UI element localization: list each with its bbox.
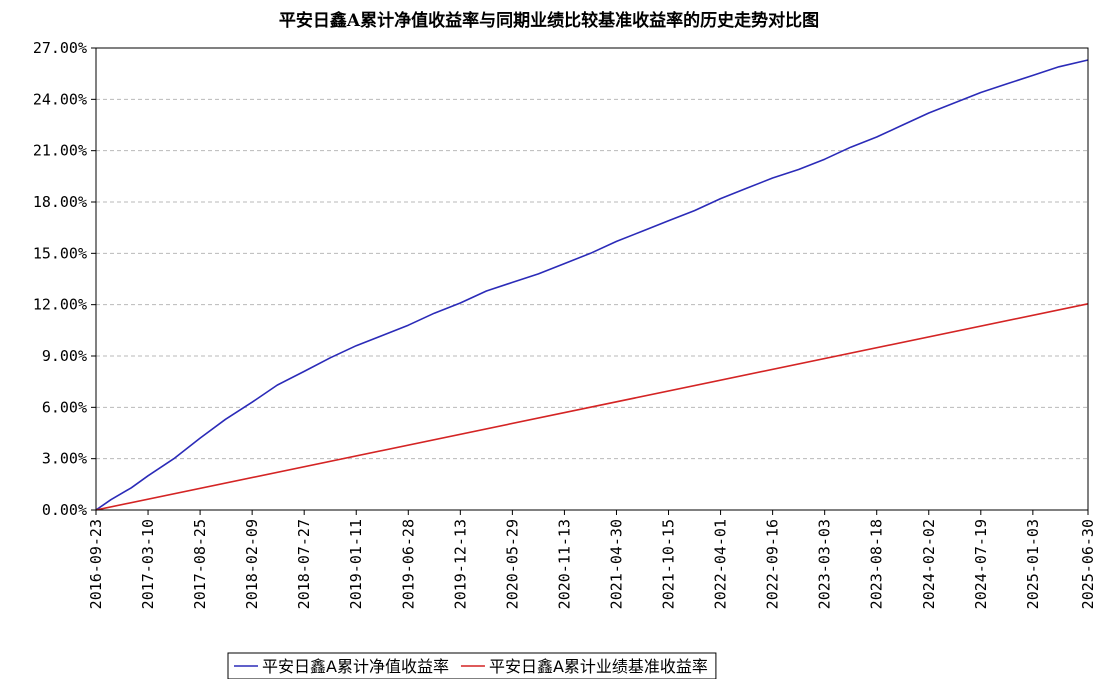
y-tick-label: 27.00% <box>33 39 87 57</box>
x-tick-label: 2016-09-23 <box>87 519 105 609</box>
y-tick-label: 21.00% <box>33 142 87 160</box>
x-tick-label: 2019-12-13 <box>451 519 469 609</box>
x-axis: 2016-09-23 2017-03-10 2017-08-25 2018-02-09… <box>87 510 1097 609</box>
series-line-nav-return <box>95 59 1089 511</box>
y-tick-label: 9.00% <box>42 347 87 365</box>
x-tick-label: 2024-02-02 <box>920 519 938 609</box>
x-tick-label: 2017-03-10 <box>139 519 157 609</box>
y-tick-label: 0.00% <box>42 501 87 519</box>
x-tick-label: 2021-04-30 <box>607 519 625 609</box>
series-lines <box>95 59 1089 511</box>
x-tick-label: 2017-08-25 <box>191 519 209 609</box>
x-tick-label: 2022-09-16 <box>764 519 782 609</box>
chart-title: 平安日鑫A累计净值收益率与同期业绩比较基准收益率的历史走势对比图 <box>279 10 819 31</box>
x-tick-label: 2021-10-15 <box>660 519 678 609</box>
y-tick-label: 24.00% <box>33 90 87 108</box>
x-tick-label: 2024-07-19 <box>972 519 990 609</box>
y-tick-label: 3.00% <box>42 450 87 468</box>
y-tick-label: 12.00% <box>33 296 87 314</box>
x-tick-label: 2025-06-30 <box>1079 519 1097 609</box>
legend: 平安日鑫A累计净值收益率 平安日鑫A累计业绩基准收益率 <box>227 652 717 679</box>
x-tick-label: 2023-03-03 <box>816 519 834 609</box>
x-tick-label: 2022-04-01 <box>712 519 730 609</box>
x-tick-label: 2020-05-29 <box>503 519 521 609</box>
x-tick-label: 2018-02-09 <box>243 519 261 609</box>
series-line-benchmark-return <box>95 303 1089 511</box>
y-tick-label: 18.00% <box>33 193 87 211</box>
y-tick-label: 6.00% <box>42 398 87 416</box>
x-tick-label: 2023-08-18 <box>868 519 886 609</box>
plot-frame <box>95 47 1089 511</box>
legend-label-nav-return: 平安日鑫A累计净值收益率 <box>262 657 449 676</box>
x-tick-label: 2018-07-27 <box>295 519 313 609</box>
y-tick-label: 15.00% <box>33 244 87 262</box>
legend-label-benchmark-return: 平安日鑫A累计业绩基准收益率 <box>489 657 708 676</box>
x-tick-label: 2019-01-11 <box>347 519 365 609</box>
x-tick-label: 2020-11-13 <box>555 519 573 609</box>
x-tick-label: 2019-06-28 <box>399 519 417 609</box>
y-axis: 0.00% 3.00% 6.00% 9.00% 12.00% 15.00% 18.00% 21… <box>33 39 96 519</box>
x-tick-label: 2025-01-03 <box>1024 519 1042 609</box>
